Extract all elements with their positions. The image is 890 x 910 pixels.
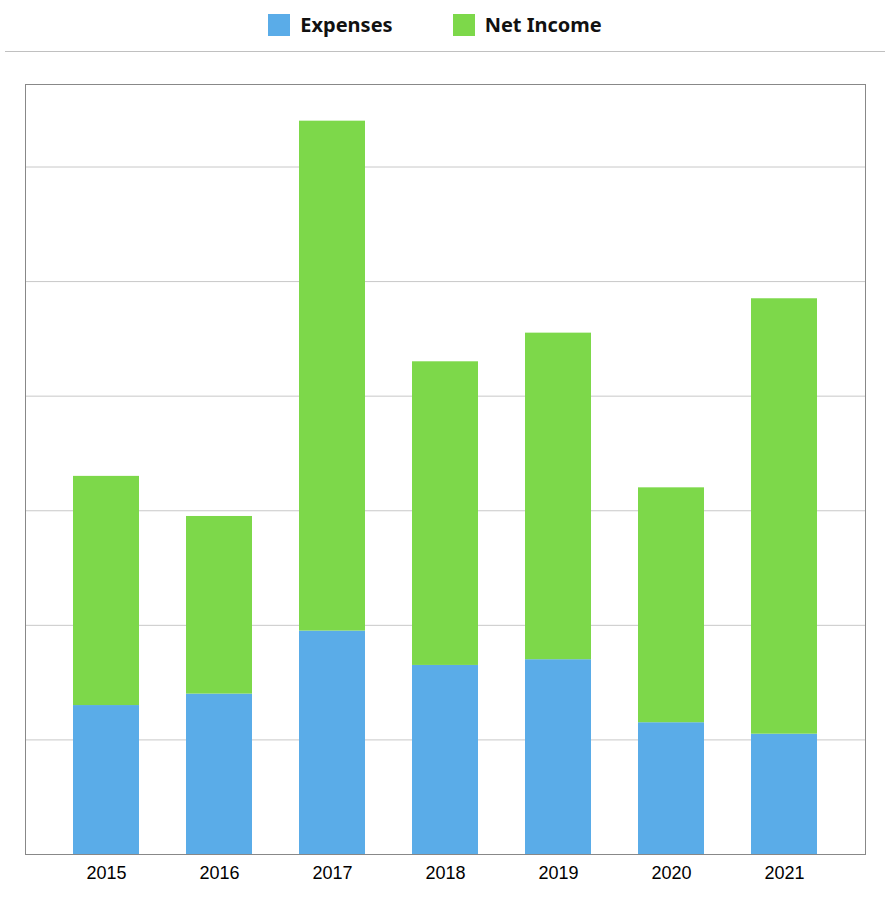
svg-text:2018: 2018 — [425, 863, 465, 883]
svg-text:2017: 2017 — [312, 863, 352, 883]
html-text:Expenses: Expenses — [300, 11, 393, 38]
svg-text:2021: 2021 — [764, 863, 804, 883]
svg-text:2016: 2016 — [199, 863, 239, 883]
svg-text:2020: 2020 — [651, 863, 691, 883]
svg-text:2019: 2019 — [538, 863, 578, 883]
svg-text:2015: 2015 — [86, 863, 126, 883]
html-text:Net Income: Net Income — [484, 11, 602, 38]
